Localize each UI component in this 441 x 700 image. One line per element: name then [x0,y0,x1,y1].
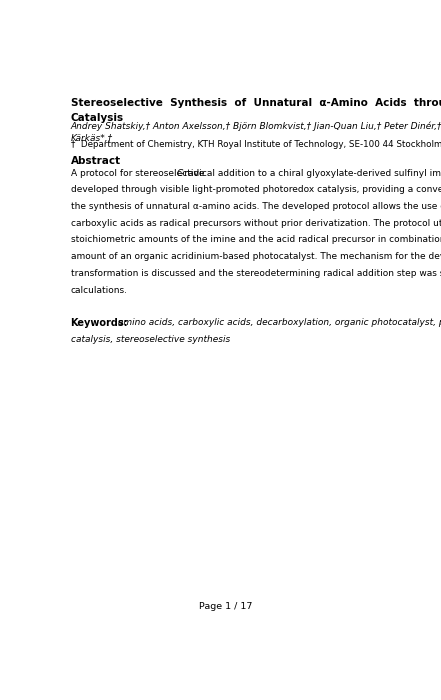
Text: amount of an organic acridinium-based photocatalyst. The mechanism for the devel: amount of an organic acridinium-based ph… [71,252,441,261]
Text: C: C [176,169,183,178]
Text: -radical addition to a chiral glyoxylate-derived sulfinyl imine was: -radical addition to a chiral glyoxylate… [181,169,441,178]
Text: stoichiometric amounts of the imine and the acid radical precursor in combinatio: stoichiometric amounts of the imine and … [71,235,441,244]
Text: Page 1 / 17: Page 1 / 17 [199,602,253,611]
Text: calculations.: calculations. [71,286,127,295]
Text: Catalysis: Catalysis [71,113,123,123]
Text: A protocol for stereoselective: A protocol for stereoselective [71,169,207,178]
Text: Keywords:: Keywords: [71,318,128,328]
Text: amino acids, carboxylic acids, decarboxylation, organic photocatalyst, photoredo: amino acids, carboxylic acids, decarboxy… [115,318,441,328]
Text: catalysis, stereoselective synthesis: catalysis, stereoselective synthesis [71,335,230,344]
Text: Abstract: Abstract [71,156,121,166]
Text: carboxylic acids as radical precursors without prior derivatization. The protoco: carboxylic acids as radical precursors w… [71,219,441,228]
Text: Stereoselective  Synthesis  of  Unnatural  α-Amino  Acids  through  Photoredox: Stereoselective Synthesis of Unnatural α… [71,98,441,108]
Text: Andrey Shatskiy,† Anton Axelsson,† Björn Blomkvist,† Jian-Quan Liu,† Peter Dinér: Andrey Shatskiy,† Anton Axelsson,† Björn… [71,122,441,131]
Text: transformation is discussed and the stereodetermining radical addition step was : transformation is discussed and the ster… [71,269,441,278]
Text: developed through visible light-promoted photoredox catalysis, providing a conve: developed through visible light-promoted… [71,186,441,195]
Text: †  Department of Chemistry, KTH Royal Institute of Technology, SE-100 44 Stockho: † Department of Chemistry, KTH Royal Ins… [71,140,441,149]
Text: the synthesis of unnatural α-amino acids. The developed protocol allows the use : the synthesis of unnatural α-amino acids… [71,202,441,211]
Text: Kärkäs*,†: Kärkäs*,† [71,134,112,143]
